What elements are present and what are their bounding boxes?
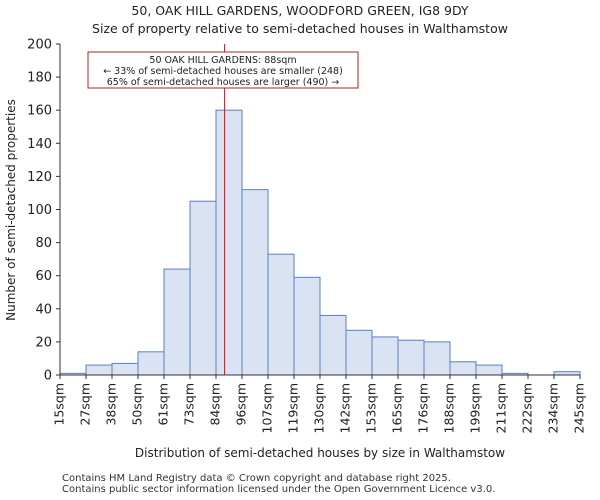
annotation-line-2: ← 33% of semi-detached houses are smalle… bbox=[103, 66, 343, 77]
bar-73sqm bbox=[189, 200, 217, 376]
bar-176sqm bbox=[423, 341, 451, 376]
chart-title: 50, OAK HILL GARDENS, WOODFORD GREEN, IG… bbox=[131, 3, 469, 18]
bar-130sqm bbox=[319, 314, 347, 376]
bar-96sqm bbox=[241, 189, 269, 376]
y-tick-label-140: 140 bbox=[27, 137, 52, 152]
y-tick-label-180: 180 bbox=[27, 71, 52, 86]
y-tick-label-20: 20 bbox=[35, 335, 52, 350]
x-tick-label-142sqm: 142sqm bbox=[338, 383, 353, 433]
x-tick-label-27sqm: 27sqm bbox=[78, 383, 93, 426]
x-tick-label-130sqm: 130sqm bbox=[312, 383, 327, 433]
y-tick-label-80: 80 bbox=[35, 236, 52, 251]
y-tick-label-120: 120 bbox=[27, 170, 52, 185]
bar-61sqm bbox=[163, 268, 191, 376]
x-tick-label-61sqm: 61sqm bbox=[156, 383, 171, 426]
x-axis-label: Distribution of semi-detached houses by … bbox=[134, 446, 506, 460]
footer-line-2: Contains public sector information licen… bbox=[62, 484, 496, 495]
x-tick-label-50sqm: 50sqm bbox=[130, 383, 145, 426]
x-tick-label-73sqm: 73sqm bbox=[182, 383, 197, 426]
chart-subtitle: Size of property relative to semi-detach… bbox=[92, 21, 508, 36]
y-tick-label-40: 40 bbox=[35, 302, 52, 317]
bar-119sqm bbox=[293, 276, 321, 376]
x-tick-label-234sqm: 234sqm bbox=[546, 383, 561, 433]
bar-50sqm bbox=[137, 351, 165, 376]
y-tick-label-0: 0 bbox=[44, 369, 52, 384]
bar-165sqm bbox=[397, 339, 425, 376]
x-tick-label-153sqm: 153sqm bbox=[364, 383, 379, 433]
y-axis-label-wrap: Number of semi-detached properties bbox=[0, 40, 22, 380]
footer-line-1: Contains HM Land Registry data © Crown c… bbox=[62, 473, 451, 484]
x-tick-label-211sqm: 211sqm bbox=[494, 383, 509, 433]
x-tick-label-222sqm: 222sqm bbox=[520, 383, 535, 433]
x-tick-label-245sqm: 245sqm bbox=[572, 383, 587, 433]
x-tick-label-15sqm: 15sqm bbox=[52, 383, 67, 426]
x-tick-label-84sqm: 84sqm bbox=[208, 383, 223, 426]
y-tick-label-200: 200 bbox=[27, 38, 52, 53]
bar-38sqm bbox=[111, 362, 139, 376]
bar-188sqm bbox=[449, 361, 477, 376]
x-tick-label-165sqm: 165sqm bbox=[390, 383, 405, 433]
y-tick-label-160: 160 bbox=[27, 104, 52, 119]
x-tick-label-107sqm: 107sqm bbox=[260, 383, 275, 433]
y-tick-label-100: 100 bbox=[27, 203, 52, 218]
x-tick-label-96sqm: 96sqm bbox=[234, 383, 249, 426]
x-tick-label-199sqm: 199sqm bbox=[468, 383, 483, 433]
bar-107sqm bbox=[267, 253, 295, 376]
bar-27sqm bbox=[85, 364, 113, 376]
y-tick-label-60: 60 bbox=[35, 269, 52, 284]
annotation-line-1: 50 OAK HILL GARDENS: 88sqm bbox=[149, 55, 296, 66]
bar-199sqm bbox=[475, 364, 503, 376]
annotation-line-3: 65% of semi-detached houses are larger (… bbox=[107, 77, 340, 88]
bar-142sqm bbox=[345, 329, 373, 376]
x-tick-label-119sqm: 119sqm bbox=[286, 383, 301, 433]
y-axis-label: Number of semi-detached properties bbox=[4, 99, 18, 321]
x-tick-label-38sqm: 38sqm bbox=[104, 383, 119, 426]
x-tick-label-188sqm: 188sqm bbox=[442, 383, 457, 433]
annotation-box bbox=[87, 51, 359, 89]
bar-153sqm bbox=[371, 336, 399, 376]
bar-84sqm bbox=[215, 109, 243, 376]
x-tick-label-176sqm: 176sqm bbox=[416, 383, 431, 433]
